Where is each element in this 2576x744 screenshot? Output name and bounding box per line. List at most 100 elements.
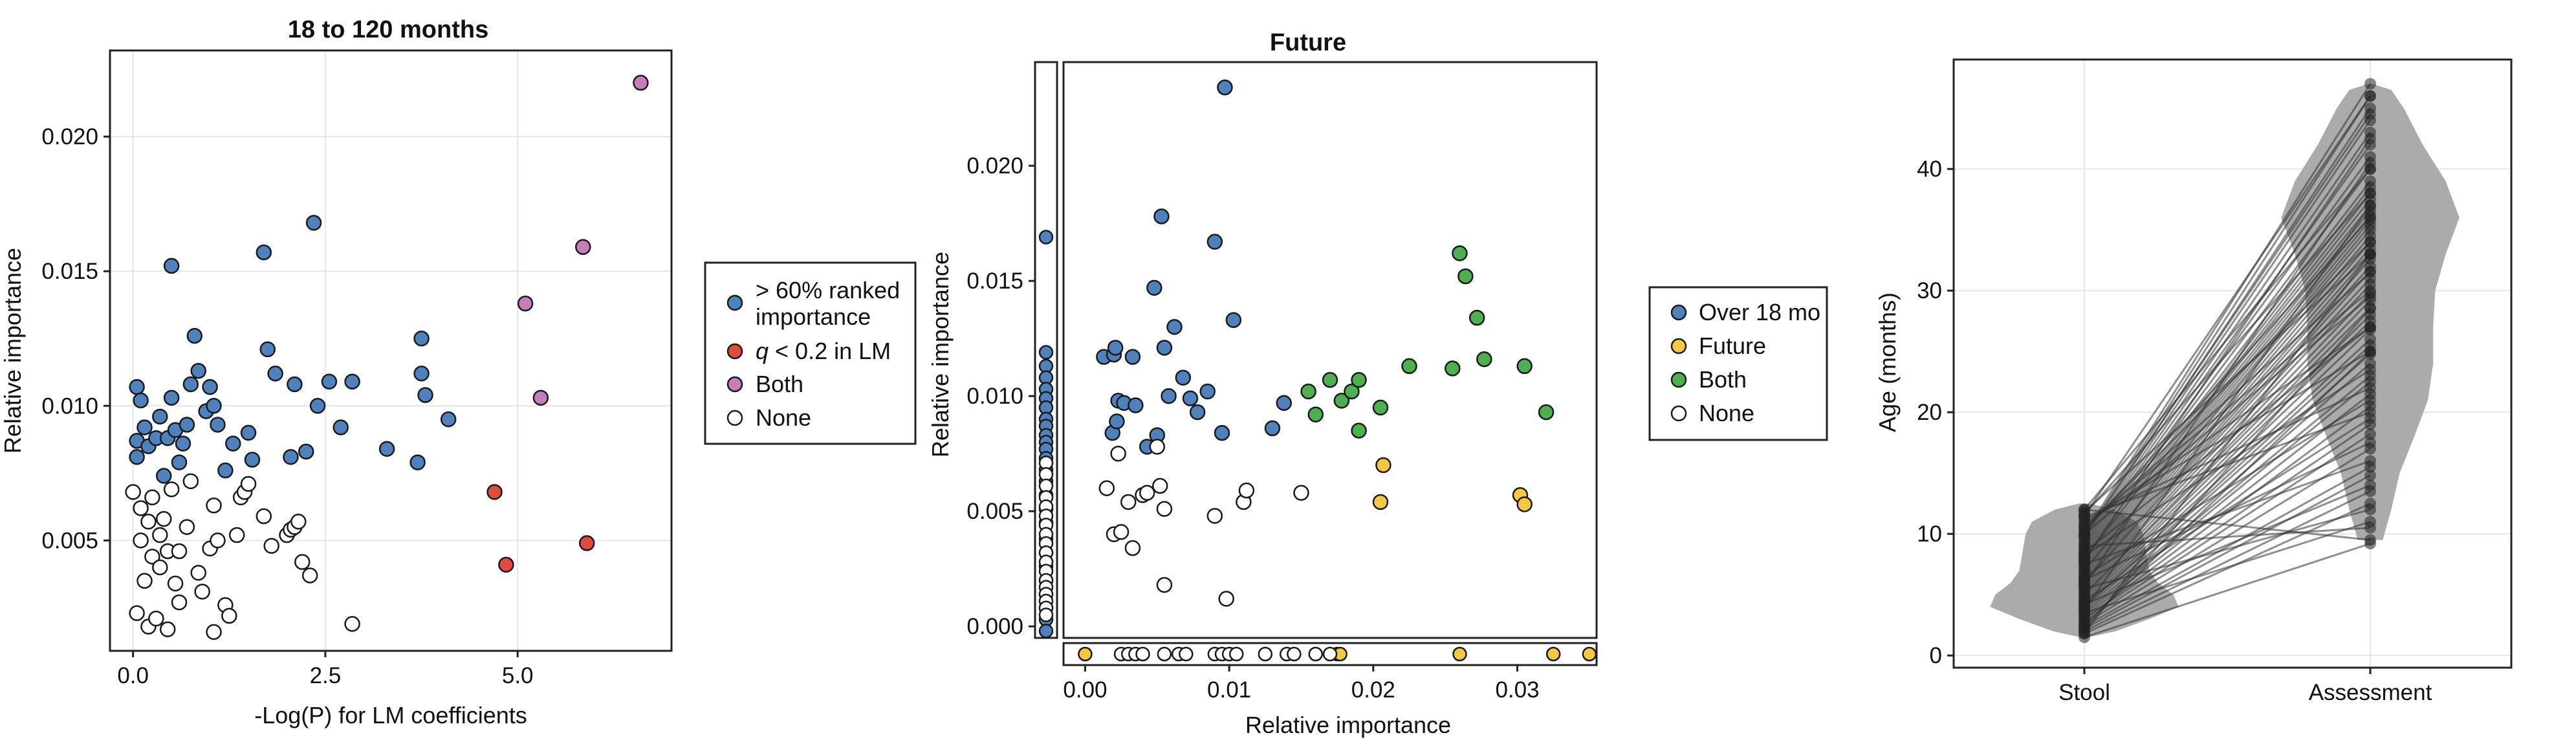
p3-point-assessment [2364,345,2376,358]
p3-x-tick-label: Stool [2058,680,2110,705]
p3-pair-line [2084,466,2371,628]
p1-point-none [206,498,222,514]
p1-point-blue [298,443,314,460]
p3-point-assessment [2364,108,2376,120]
p1-point-purple [633,74,649,91]
panel-1-legend: > 60% ranked importance q < 0.2 in LM Bo… [704,261,917,445]
p2-point-green [1445,360,1461,377]
p2-side-x-point-none [1135,646,1150,662]
p1-point-none [140,514,157,530]
p3-point-assessment [2364,534,2376,546]
p2-point-yellow [1516,496,1533,512]
p2-side-x-point-none [1179,646,1194,662]
panel-1-x-axis-label: -Log(P) for LM coefficients [254,702,527,728]
p2-x-tick-label: 0.01 [1207,677,1251,703]
p1-point-none [163,481,180,498]
p2-point-none [1124,540,1141,556]
p3-point-assessment [2364,187,2376,199]
p2-point-none [1139,485,1155,501]
p1-y-tick-label: 0.010 [41,393,98,419]
p2-side-x-point-yellow [1582,646,1597,662]
p3-point-stool [2079,598,2090,611]
panel-2-side-points [1038,230,1597,662]
p3-pair-line [2083,95,2372,516]
p3-point-assessment [2364,428,2376,441]
panel-2-x-axis-label: Relative importance [1245,712,1451,738]
p1-point-blue [259,341,276,358]
panel-2-plot-area [1062,61,1598,639]
panel-3-points [2079,78,2376,643]
p3-point-assessment [2364,455,2376,467]
p1-point-blue [206,398,222,414]
panel-2-y-axis-label: Relative importance [927,252,954,457]
p1-point-none [290,514,307,530]
legend-2-label-green: Both [1699,366,1747,393]
p1-point-blue [129,378,145,395]
p3-point-assessment [2364,133,2376,145]
p3-point-assessment [2364,248,2376,260]
p3-x-tick-label: Assessment [2309,680,2432,705]
p1-y-tick-label: 0.005 [41,528,98,553]
p2-point-blue [1153,208,1170,224]
panel-2-ticks: 0.00 0.01 0.02 0.03 0.000 0.005 0.010 0.015 0.02… [966,153,1539,703]
p1-point-blue [210,417,226,433]
p2-point-none [1152,477,1168,494]
p2-point-blue [1156,340,1173,356]
p1-point-none [344,616,360,632]
p2-side-x-point-none [1228,646,1244,662]
p2-point-blue [1217,79,1233,96]
p1-point-blue [133,392,149,409]
p2-side-x-point-none [1308,646,1323,662]
p2-point-green [1457,268,1474,285]
legend-1-marker-none [726,410,743,426]
p3-pair-line [2084,484,2371,606]
p3-y-tick-label: 0 [1930,643,1942,668]
panel-3-ticks: Stool Assessment 0 10 20 30 40 [1917,157,2432,705]
p1-y-tick-label: 0.020 [41,124,98,149]
p2-point-blue [1166,319,1183,335]
p2-side-x-point-none [1157,646,1172,662]
p3-pair-line [2084,362,2371,610]
p1-point-none [133,500,149,516]
p1-point-blue [152,408,168,425]
p3-pair-line [2083,224,2372,571]
p1-point-blue [202,378,218,395]
p3-point-assessment [2364,267,2376,278]
p3-pair-line [2084,375,2371,613]
p3-pair-line [2083,253,2372,513]
p3-point-assessment [2364,78,2376,90]
p1-point-none [148,610,164,627]
p2-point-green [1333,393,1350,409]
p3-point-stool [2079,574,2090,586]
p3-pair-line [2083,270,2372,586]
p2-point-yellow [1372,494,1389,510]
p3-pair-line [2084,490,2371,632]
legend-2-label-yellow: Future [1699,333,1766,359]
p2-point-none [1120,494,1137,510]
p3-point-assessment [2364,163,2376,175]
p3-point-assessment [2364,394,2376,406]
p3-point-assessment [2364,290,2376,303]
panel-2: Future 0.00 0.01 0.02 0.030.0000.0050.0100.… [927,29,1598,738]
legend-2-marker-blue [1670,304,1687,321]
p1-point-blue [417,387,433,403]
p1-point-none [144,489,160,506]
panel-3-lines [2083,83,2372,639]
p1-point-none [125,484,141,500]
p1-point-blue [344,373,360,390]
legend-1-label-purple: Both [756,371,803,397]
p2-side-x-point-none [1287,646,1302,662]
panel-1-title: 18 to 120 months [288,16,488,43]
p1-point-blue [283,449,299,465]
legend-1-label-red: q < 0.2 in LM [756,338,891,364]
p1-point-blue [163,257,180,274]
panel-1: 18 to 120 months 0.0 2.5 5.0 0.005 0.010 0.01… [0,16,673,728]
p2-side-x-point-yellow [1078,646,1093,662]
p1-point-none [256,508,272,525]
p1-point-none [301,567,318,584]
p2-x-tick-label: 0.00 [1063,677,1107,703]
p1-point-none [182,473,199,490]
legend-1-label-red-q: q [756,338,769,364]
p1-point-blue [186,327,203,344]
